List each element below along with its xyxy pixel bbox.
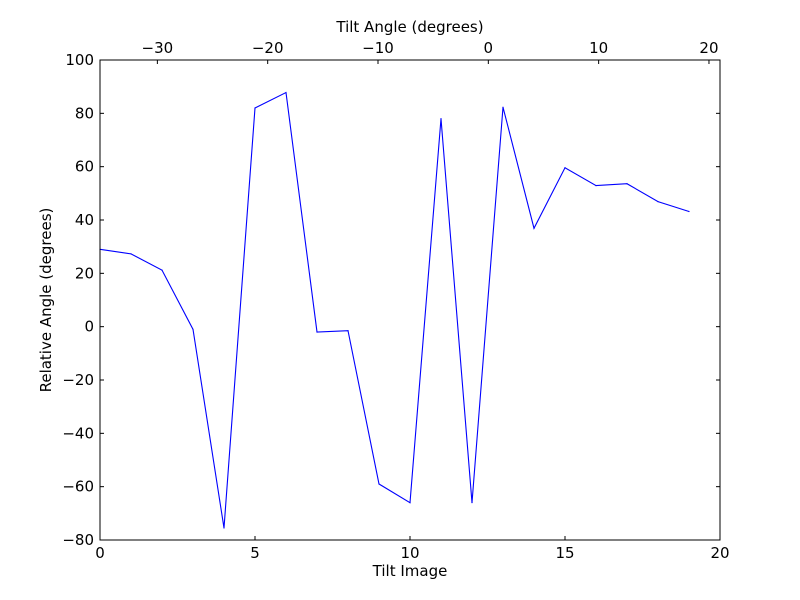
data-point [347, 330, 349, 332]
plot-area [100, 60, 720, 540]
data-point [285, 91, 287, 94]
y-tick-label: 60 [75, 158, 94, 176]
data-point [533, 227, 535, 229]
data-point [440, 118, 442, 120]
top-x-tick-label: −20 [252, 39, 284, 57]
data-point [688, 210, 690, 213]
data-point [378, 483, 380, 485]
top-x-tick-label: 20 [699, 39, 718, 57]
data-point [409, 502, 411, 504]
tick-layer: 0 5 10 15 20 −30 −20 −10 0 10 20 −80 −60 −40 −20 0 20 40 6… [62, 39, 729, 562]
y-tick-label: 0 [84, 318, 94, 336]
x-tick-label: 0 [95, 544, 105, 562]
data-point [595, 185, 597, 187]
y-tick-label: 40 [75, 211, 94, 229]
data-point [502, 106, 504, 108]
y-tick-label: 20 [75, 264, 94, 282]
x-axis-label: Tilt Image [372, 562, 448, 580]
data-point [564, 167, 566, 169]
data-point [471, 502, 473, 504]
top-x-tick-label: −10 [362, 39, 394, 57]
top-x-tick-label: 10 [589, 39, 608, 57]
top-x-tick-label: 0 [484, 39, 494, 57]
y-tick-label: −20 [62, 371, 94, 389]
data-point [626, 183, 628, 185]
data-point [657, 201, 659, 203]
y-tick-label: 80 [75, 104, 94, 122]
x-tick-label: 5 [250, 544, 260, 562]
x-tick-label: 20 [710, 544, 729, 562]
y-tick-label: −40 [62, 424, 94, 442]
y-axis-label: Relative Angle (degrees) [37, 208, 55, 393]
y-tick-label: −80 [62, 531, 94, 549]
data-point [316, 331, 318, 333]
data-point [130, 253, 132, 255]
data-point [161, 269, 163, 271]
top-x-tick-label: −30 [142, 39, 174, 57]
x-tick-label: 10 [400, 544, 419, 562]
y-tick-label: 100 [65, 51, 94, 69]
y-tick-label: −60 [62, 478, 94, 496]
series-line [99, 91, 690, 529]
data-point [254, 107, 256, 109]
x-tick-label: 15 [555, 544, 574, 562]
data-point [223, 527, 225, 529]
data-point [192, 328, 194, 330]
top-x-axis-label: Tilt Angle (degrees) [335, 18, 483, 36]
